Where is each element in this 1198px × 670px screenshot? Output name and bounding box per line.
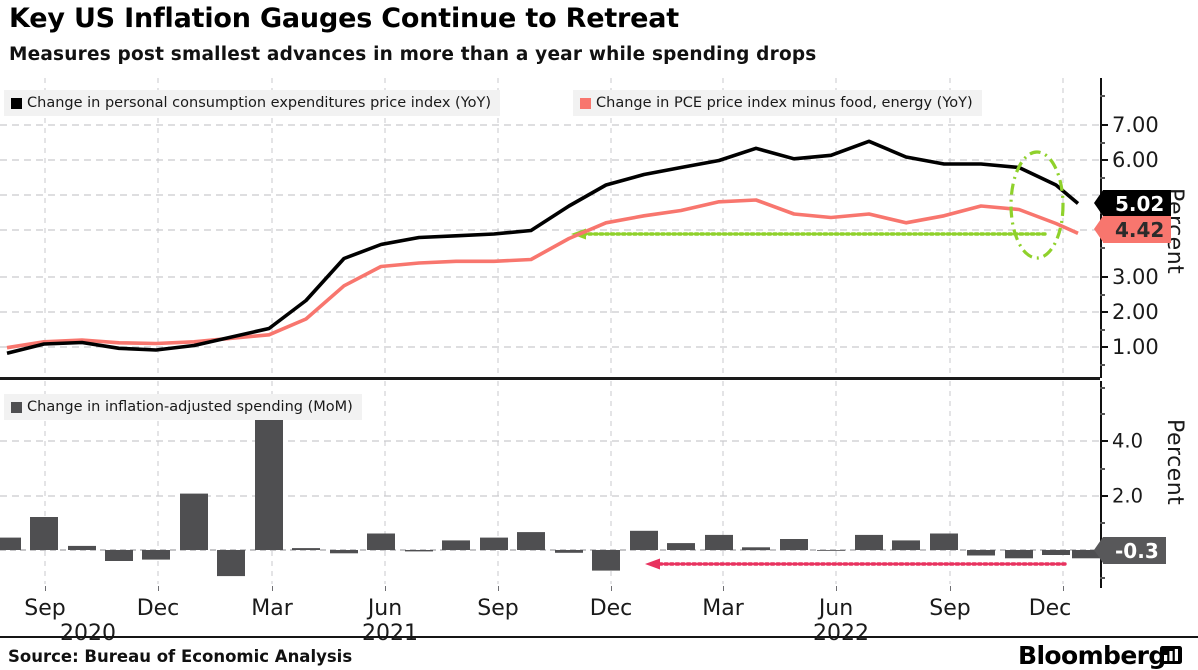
x-tick (611, 586, 612, 591)
bar-chart-icon (1160, 645, 1182, 665)
axis-tick-3 (1100, 276, 1108, 278)
x-tick (723, 586, 724, 591)
axis-tick-label-1: 1.00 (1112, 335, 1159, 359)
status-badge-pce-value: 5.02 (1093, 190, 1172, 217)
series-line-core-pce (6, 198, 1079, 350)
legend-item-spending[interactable]: Change in inflation-adjusted spending (M… (4, 394, 362, 420)
highlight-ellipse-icon (1009, 150, 1065, 260)
x-tick (158, 586, 159, 591)
x-tick (836, 586, 837, 591)
x-label-sep-2021: Sep (477, 596, 519, 621)
x-tick (1063, 586, 1064, 591)
axis-tick-4 (1100, 440, 1108, 442)
horizontal-gridlines (0, 440, 1100, 497)
x-label-mar-2021: Mar (251, 596, 293, 621)
status-badge-spending-value: -0.3 (1094, 537, 1166, 564)
status-badge-core-pce-value: 4.42 (1093, 216, 1172, 243)
axis-spine (1100, 381, 1102, 588)
legend-item-core-pce[interactable]: Change in PCE price index minus food, en… (573, 90, 982, 116)
axis-minor-tick (1100, 413, 1105, 415)
x-year-2021: 2021 (362, 621, 418, 646)
axis-tick-label-2: 2.00 (1112, 300, 1159, 324)
x-label-dec-2020: Dec (136, 596, 180, 621)
x-label-dec-2021: Dec (589, 596, 633, 621)
axis-minor-tick (1100, 247, 1105, 249)
legend-label-pce: Change in personal consumption expenditu… (27, 95, 492, 111)
source-note: Source: Bureau of Economic Analysis (8, 647, 353, 666)
axis-tick-label-6: 6.00 (1112, 148, 1159, 172)
axis-minor-tick (1100, 577, 1105, 579)
axis-tick-label-7: 7.00 (1112, 113, 1159, 137)
axis-minor-tick (1100, 177, 1105, 179)
footer-divider (0, 636, 1198, 638)
horizontal-gridlines (0, 124, 1100, 348)
legend-swatch-gray (11, 401, 22, 413)
x-tick (272, 586, 273, 591)
axis-minor-tick (1100, 387, 1105, 389)
x-tick (385, 586, 386, 591)
x-tick (950, 586, 951, 591)
axis-minor-tick (1100, 142, 1105, 144)
axis-tick-1 (1100, 346, 1108, 348)
chart-header: Key US Inflation Gauges Continue to Retr… (0, 0, 1198, 74)
vertical-gridlines (44, 78, 1064, 375)
axis-tick-label-2: 2.0 (1112, 484, 1144, 508)
axis-tick-7 (1100, 124, 1108, 126)
leftward-dotted-arrow-red-icon (645, 558, 1067, 570)
x-label-jun-2022: Jun (818, 596, 854, 621)
legend-label-spending: Change in inflation-adjusted spending (M… (27, 399, 353, 415)
x-year-2020: 2020 (60, 621, 116, 646)
line-chart-plot (0, 78, 1100, 375)
x-label-jun-2021: Jun (367, 596, 403, 621)
page-title: Key US Inflation Gauges Continue to Retr… (9, 3, 679, 34)
legend-item-pce[interactable]: Change in personal consumption expenditu… (4, 90, 501, 116)
panel-divider (0, 377, 1100, 380)
axis-minor-tick (1100, 294, 1105, 296)
series-line-pce (6, 139, 1080, 356)
bar-chart-panel (0, 381, 1100, 584)
legend-swatch-black (11, 97, 22, 109)
page-subtitle: Measures post smallest advances in more … (9, 44, 817, 65)
x-year-2022: 2022 (813, 621, 869, 646)
axis-title-percent-bottom: Percent (1162, 419, 1187, 506)
bloomberg-wordmark: Bloomberg (1018, 641, 1166, 670)
x-tick (498, 586, 499, 591)
x-label-mar-2022: Mar (702, 596, 744, 621)
axis-tick-6 (1100, 159, 1108, 161)
axis-tick-label-4: 4.0 (1112, 429, 1144, 453)
bar-chart-plot (0, 381, 1100, 584)
axis-minor-tick (1100, 468, 1105, 470)
axis-minor-tick (1100, 329, 1105, 331)
legend-label-core-pce: Change in PCE price index minus food, en… (596, 95, 973, 111)
axis-tick-2 (1100, 495, 1108, 497)
axis-minor-tick (1100, 522, 1105, 524)
axis-minor-tick (1100, 95, 1105, 97)
bar-series-spending (0, 419, 1100, 577)
line-chart-panel (0, 78, 1100, 375)
x-tick (45, 586, 46, 591)
axis-minor-tick (1100, 364, 1105, 366)
axis-tick-label-3: 3.00 (1112, 265, 1159, 289)
x-label-sep-2022: Sep (929, 596, 971, 621)
x-label-sep-2020: Sep (24, 596, 66, 621)
legend-swatch-red (580, 97, 591, 109)
axis-tick-2 (1100, 311, 1108, 313)
x-label-dec-2022: Dec (1028, 596, 1072, 621)
